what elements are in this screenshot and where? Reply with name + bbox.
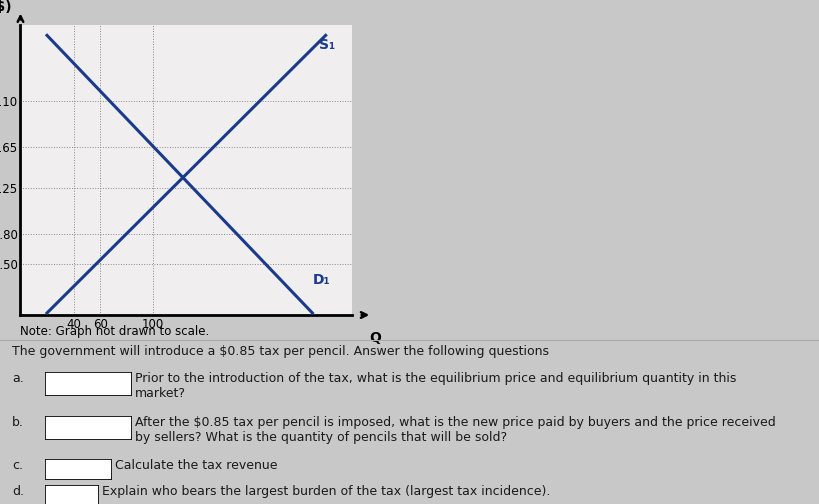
Text: Q: Q	[369, 331, 382, 345]
Text: Calculate the tax revenue: Calculate the tax revenue	[115, 459, 277, 472]
Text: Prior to the introduction of the tax, what is the equilibrium price and equilibr: Prior to the introduction of the tax, wh…	[135, 372, 736, 400]
Text: a.: a.	[12, 372, 24, 385]
Text: d.: d.	[12, 485, 25, 498]
Text: D₁: D₁	[312, 273, 330, 287]
Text: S₁: S₁	[319, 38, 335, 52]
Text: c.: c.	[12, 459, 23, 472]
Text: P ($): P ($)	[0, 0, 11, 14]
Text: b.: b.	[12, 416, 24, 429]
Text: Explain who bears the largest burden of the tax (largest tax incidence).: Explain who bears the largest burden of …	[102, 485, 550, 498]
Text: The government will introduce a $0.85 tax per pencil. Answer the following quest: The government will introduce a $0.85 ta…	[12, 345, 550, 358]
Text: Note: Graph not drawn to scale.: Note: Graph not drawn to scale.	[20, 325, 210, 338]
Text: After the $0.85 tax per pencil is imposed, what is the new price paid by buyers : After the $0.85 tax per pencil is impose…	[135, 416, 776, 444]
